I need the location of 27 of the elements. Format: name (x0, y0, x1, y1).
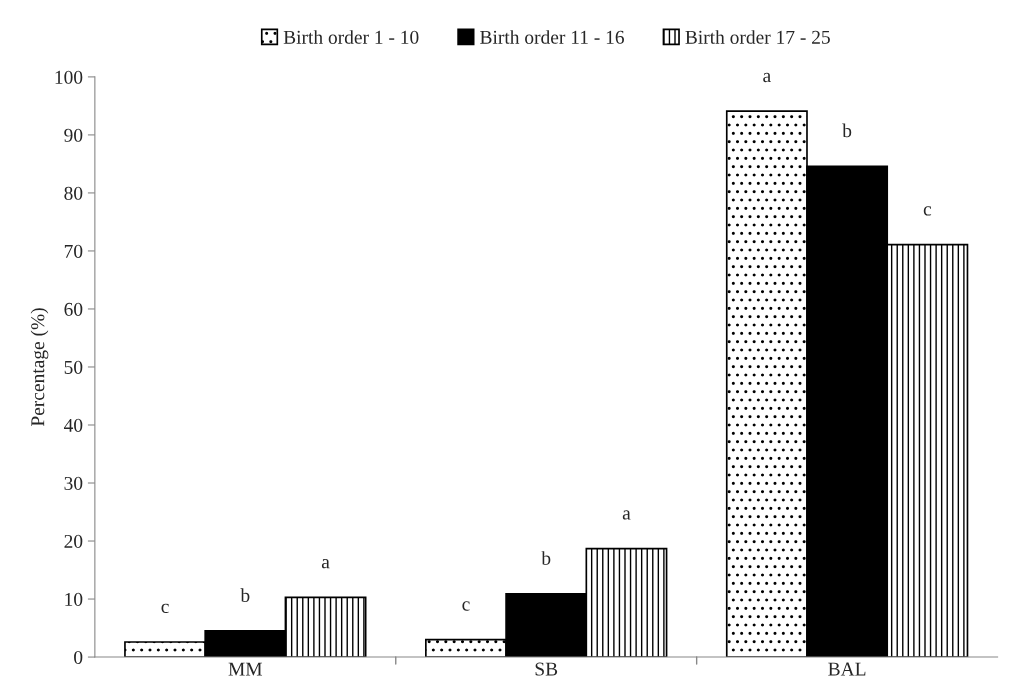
data-label: a (763, 72, 771, 83)
y-tick-label: 90 (64, 128, 83, 142)
y-tick-label: 60 (64, 302, 83, 316)
data-label: b (842, 123, 852, 138)
y-tick-label: 50 (64, 360, 83, 374)
y-tick-label: 10 (65, 592, 83, 606)
x-tick-label: SB (535, 662, 558, 676)
legend-label: Birth order 11 - 16 (480, 30, 624, 44)
y-tick-label: 70 (64, 244, 83, 258)
y-tick-label: 40 (63, 418, 83, 432)
legend-label: Birth order 17 - 25 (685, 30, 830, 44)
y-axis-title: Percentage (%) (30, 308, 49, 427)
x-tick-label: MM (228, 662, 263, 676)
data-label: b (541, 551, 551, 565)
y-tick-label: 100 (55, 70, 83, 84)
legend-label: Birth order 1 - 10 (283, 30, 419, 44)
y-tick-label: 20 (64, 534, 83, 548)
x-tick-label: BAL (828, 662, 866, 676)
data-label: a (321, 559, 330, 569)
y-tick-label: 30 (64, 476, 83, 490)
data-label: c (161, 603, 169, 614)
y-tick-label: 80 (64, 186, 83, 200)
data-label: c (462, 601, 470, 611)
y-tick-label: 0 (74, 650, 83, 664)
data-label: b (240, 588, 250, 602)
data-label: c (923, 206, 932, 216)
data-label: a (622, 510, 631, 520)
